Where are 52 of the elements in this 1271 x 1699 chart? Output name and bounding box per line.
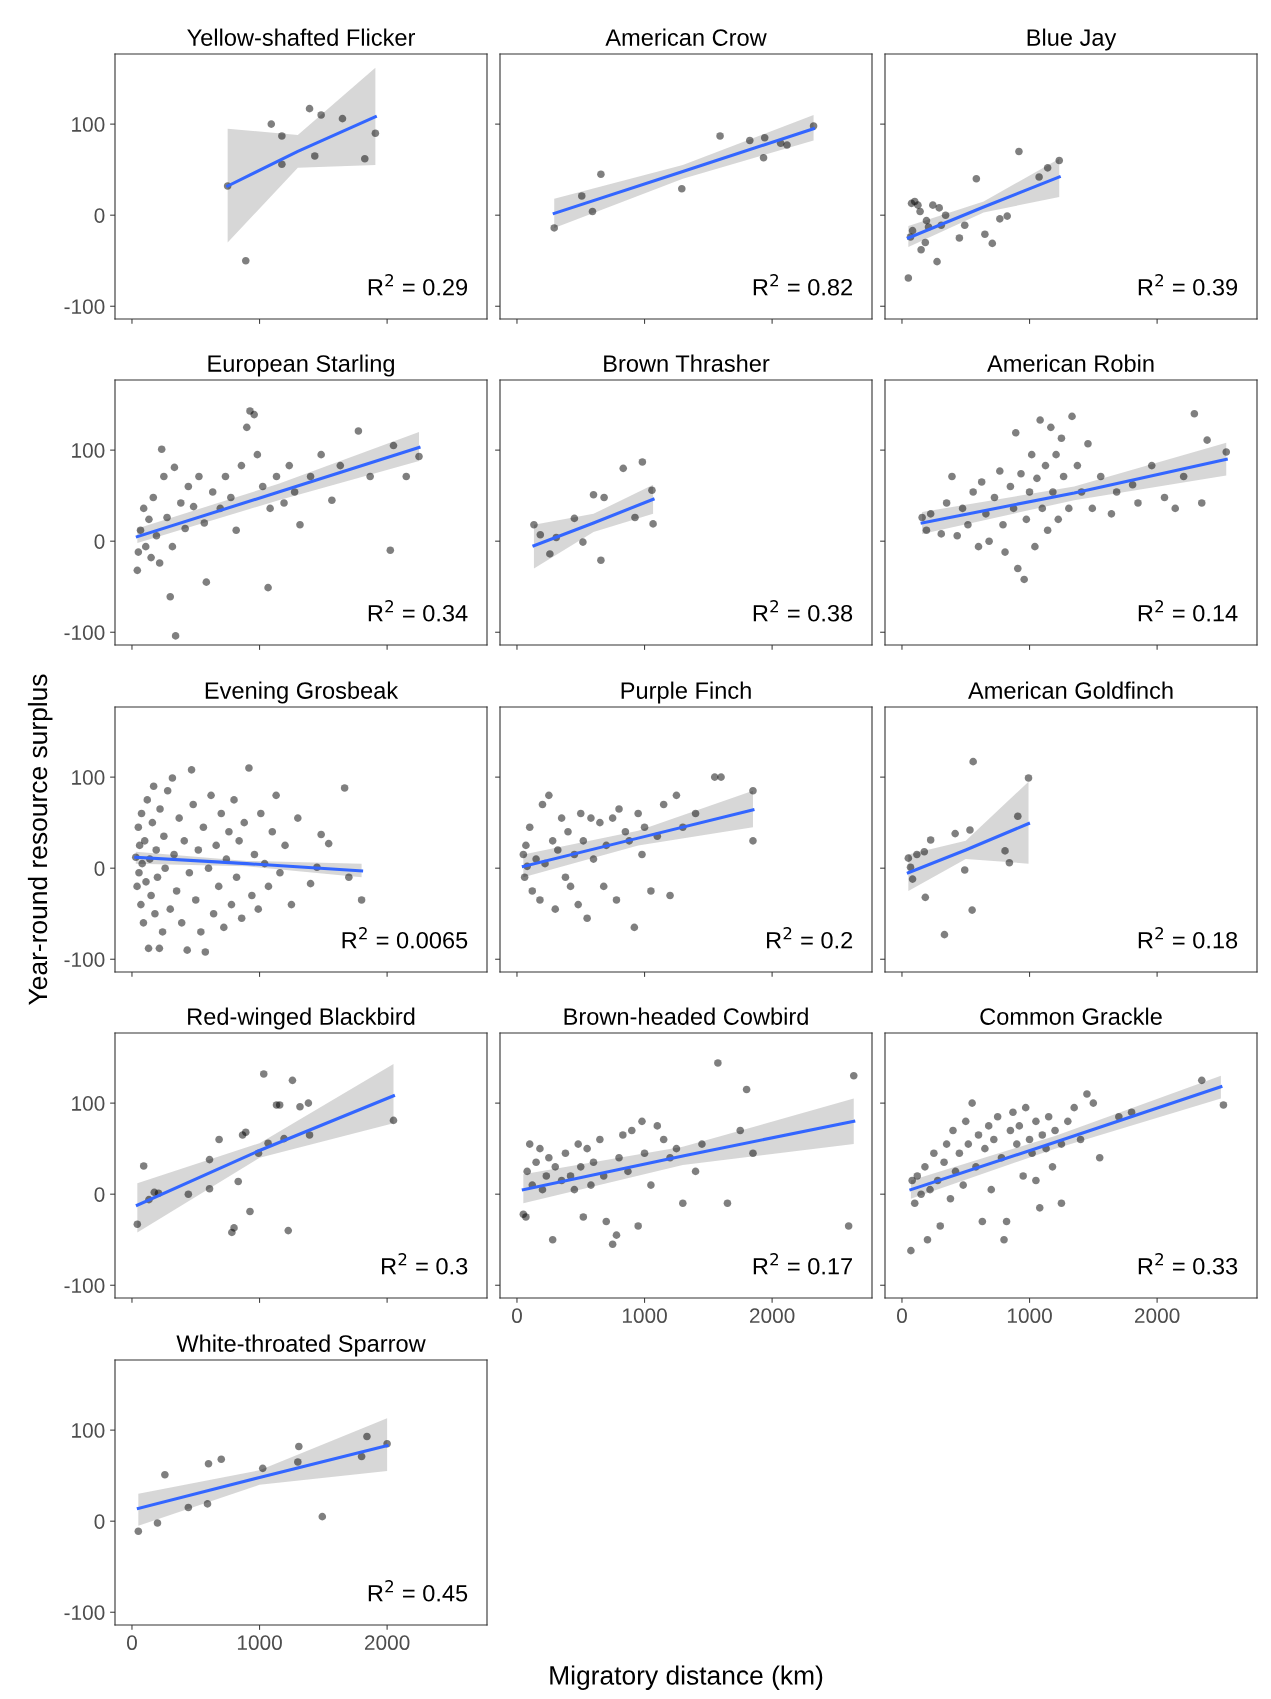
chart-title: American Goldfinch <box>968 681 1173 699</box>
y-tick-label: -100 <box>64 625 105 640</box>
y-tick-label: -100 <box>64 952 105 967</box>
x-tick-label: 1000 <box>237 1635 282 1651</box>
x-tick-label: 2000 <box>364 1635 410 1651</box>
y-tick-label: 0 <box>94 534 105 549</box>
chart-title: Purple Finch <box>621 681 751 704</box>
x-tick-label: 1000 <box>622 1308 667 1324</box>
annotation: R$^{2}$ = 0.14 <box>1138 600 1238 622</box>
y-tick-label: -100 <box>64 299 105 314</box>
chart-title: Brown-headed Cowbird <box>564 1007 808 1025</box>
chart-title: European Starling <box>208 354 394 377</box>
y-tick-label: 100 <box>72 443 105 458</box>
y-tick-label: 0 <box>94 1514 105 1529</box>
y-tick-label: 100 <box>72 1423 105 1438</box>
chart-title: Blue Jay <box>1027 28 1117 51</box>
annotation: R$^{2}$ = 0.29 <box>368 274 468 296</box>
chart-title: White-throated Sparrow <box>176 1334 426 1357</box>
annotation: R$^{2}$ = 0.2 <box>767 927 853 949</box>
annotation: R$^{2}$ = 0.0065 <box>342 927 468 949</box>
annotation: R$^{2}$ = 0.38 <box>753 600 853 622</box>
chart-title: Evening Grosbeak <box>205 681 399 704</box>
y-tick-label: -100 <box>64 1605 105 1620</box>
y-tick-label: 0 <box>94 1187 105 1202</box>
x-tick-label: 0 <box>126 1635 137 1651</box>
x-tick-label: 2000 <box>749 1308 795 1324</box>
y-tick-label: 0 <box>94 208 105 223</box>
x-tick-label: 1000 <box>1007 1308 1052 1324</box>
annotation: R$^{2}$ = 0.34 <box>368 600 468 622</box>
y-tick-label: 0 <box>94 861 105 876</box>
y-tick-label: 100 <box>72 770 105 785</box>
y-tick-label: 100 <box>72 117 105 132</box>
annotation: R$^{2}$ = 0.39 <box>1138 274 1238 296</box>
annotation: R$^{2}$ = 0.3 <box>382 1253 468 1275</box>
x-axis-title: Migratory distance (km) <box>550 1665 823 1690</box>
annotation: R$^{2}$ = 0.82 <box>753 274 852 296</box>
chart-title: American Robin <box>987 354 1154 372</box>
x-tick-label: 0 <box>896 1308 907 1324</box>
y-tick-label: 100 <box>72 1096 105 1111</box>
annotation: R$^{2}$ = 0.17 <box>753 1253 852 1275</box>
chart-title: Red-winged Blackbird <box>188 1007 415 1030</box>
y-tick-label: -100 <box>64 1278 105 1293</box>
annotation: R$^{2}$ = 0.18 <box>1138 927 1238 949</box>
chart-title: Brown Thrasher <box>604 354 770 372</box>
chart-title: Yellow-shafted Flicker <box>187 28 416 46</box>
annotation: R$^{2}$ = 0.45 <box>368 1580 468 1602</box>
x-tick-label: 2000 <box>1134 1308 1180 1324</box>
annotation: R$^{2}$ = 0.33 <box>1138 1253 1238 1275</box>
x-tick-label: 0 <box>511 1308 522 1324</box>
chart-title: American Crow <box>605 28 767 46</box>
y-axis-title: Year-round resource surplus <box>27 674 53 1005</box>
chart-title: Common Grackle <box>980 1007 1162 1025</box>
